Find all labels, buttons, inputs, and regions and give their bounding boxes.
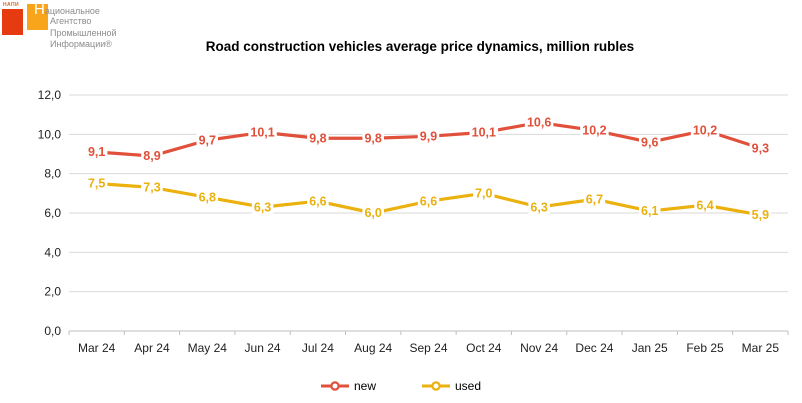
chart-legend: new used bbox=[0, 379, 802, 393]
data-label-used: 6,7 bbox=[586, 192, 603, 206]
data-label-box bbox=[362, 206, 384, 220]
data-label-box bbox=[248, 125, 277, 139]
data-label-box bbox=[417, 129, 440, 143]
legend-item-new: new bbox=[320, 379, 376, 393]
logo-red-square bbox=[2, 9, 23, 35]
y-tick-label: 6,0 bbox=[44, 206, 61, 220]
x-tick-label: Jun 24 bbox=[245, 341, 281, 355]
data-label-new: 9,3 bbox=[752, 141, 769, 155]
data-label-new: 10,1 bbox=[250, 126, 274, 140]
x-tick-label: Jul 24 bbox=[302, 341, 334, 355]
data-label-box bbox=[583, 192, 606, 206]
data-label-box bbox=[469, 125, 499, 139]
data-label-new: 9,8 bbox=[309, 131, 326, 145]
data-label-box bbox=[749, 141, 772, 155]
legend-line-marker-icon bbox=[320, 381, 349, 391]
legend-item-used: used bbox=[421, 379, 482, 393]
data-label-box bbox=[141, 180, 163, 194]
data-label-used: 5,9 bbox=[752, 208, 769, 222]
data-label-used: 6,3 bbox=[254, 200, 271, 214]
y-tick-label: 10,0 bbox=[38, 127, 62, 141]
chart-title: Road construction vehicles average price… bbox=[205, 39, 635, 54]
data-label-new: 10,2 bbox=[693, 124, 717, 138]
data-label-box bbox=[473, 186, 495, 200]
data-label-box bbox=[694, 198, 716, 212]
data-label-box bbox=[580, 123, 609, 137]
x-tick-label: Dec 24 bbox=[575, 341, 613, 355]
data-label-box bbox=[524, 116, 554, 130]
x-tick-label: Oct 24 bbox=[466, 341, 502, 355]
logo-line-2: Агентство bbox=[50, 16, 92, 26]
legend-label-new: new bbox=[353, 379, 376, 393]
y-tick-label: 8,0 bbox=[44, 167, 61, 181]
legend-label-used: used bbox=[454, 379, 482, 393]
logo-orange-square bbox=[27, 4, 48, 30]
x-tick-label: Mar 24 bbox=[78, 341, 116, 355]
data-label-used: 6,4 bbox=[696, 198, 713, 212]
data-label-box bbox=[528, 200, 550, 214]
data-label-new: 9,1 bbox=[88, 145, 105, 159]
y-tick-label: 4,0 bbox=[44, 245, 61, 259]
x-tick-label: Jan 25 bbox=[632, 341, 668, 355]
data-label-box bbox=[85, 145, 108, 159]
data-label-box bbox=[85, 177, 108, 190]
legend-line-marker-icon bbox=[421, 381, 450, 391]
data-label-used: 6,0 bbox=[364, 206, 381, 220]
y-tick-label: 0,0 bbox=[44, 324, 61, 338]
data-label-box bbox=[749, 208, 772, 222]
data-label-used: 7,5 bbox=[88, 177, 105, 191]
data-label-new: 9,6 bbox=[641, 135, 658, 149]
data-label-box bbox=[307, 131, 329, 145]
data-label-used: 6,1 bbox=[641, 204, 658, 218]
data-label-used: 6,8 bbox=[199, 190, 216, 204]
x-tick-label: Sep 24 bbox=[409, 341, 447, 355]
data-label-box bbox=[638, 135, 661, 149]
data-label-used: 6,6 bbox=[420, 194, 437, 208]
y-tick-label: 2,0 bbox=[44, 285, 61, 299]
data-label-box bbox=[362, 131, 384, 145]
data-label-new: 8,9 bbox=[143, 149, 160, 163]
data-label-box bbox=[196, 133, 219, 147]
logo-line-4: Информации® bbox=[50, 39, 112, 49]
logo-line-1: Национальное bbox=[34, 1, 100, 18]
data-label-new: 10,2 bbox=[582, 124, 606, 138]
data-label-used: 7,0 bbox=[475, 187, 492, 201]
data-label-new: 10,1 bbox=[472, 126, 496, 140]
data-label-box bbox=[417, 194, 440, 208]
data-label-box bbox=[307, 194, 329, 208]
x-tick-label: May 24 bbox=[188, 341, 228, 355]
price-dynamics-line-chart: 0,0 2,0 4,0 6,0 8,0 10,0 12,0 Mar 24 Apr 24 May 2… bbox=[38, 88, 789, 355]
data-label-used: 6,6 bbox=[309, 194, 326, 208]
logo-line-3: Промышленной bbox=[50, 27, 117, 38]
data-label-box bbox=[638, 204, 661, 218]
logo-text: Национальное Агентство Промышленной Инфо… bbox=[34, 1, 117, 51]
x-tick-label: Nov 24 bbox=[520, 341, 558, 355]
x-tick-label: Aug 24 bbox=[354, 341, 392, 355]
data-label-box bbox=[690, 123, 720, 137]
x-tick-label: Mar 25 bbox=[742, 341, 780, 355]
data-label-new: 9,7 bbox=[199, 133, 216, 147]
data-label-box bbox=[196, 190, 219, 204]
y-tick-label: 12,0 bbox=[38, 88, 62, 102]
data-label-new: 10,6 bbox=[527, 116, 551, 130]
data-label-new: 9,8 bbox=[364, 131, 381, 145]
napi-logo: НАПИ Национальное Агентство Промышленной… bbox=[0, 0, 160, 60]
napi-wordmark: НАПИ bbox=[3, 2, 19, 8]
data-label-used: 7,3 bbox=[143, 181, 160, 195]
data-label-new: 9,9 bbox=[420, 130, 437, 144]
data-label-used: 6,3 bbox=[530, 200, 547, 214]
data-label-box bbox=[251, 200, 274, 214]
x-tick-label: Apr 24 bbox=[134, 341, 170, 355]
x-tick-label: Feb 25 bbox=[686, 341, 724, 355]
data-label-box bbox=[141, 149, 163, 163]
